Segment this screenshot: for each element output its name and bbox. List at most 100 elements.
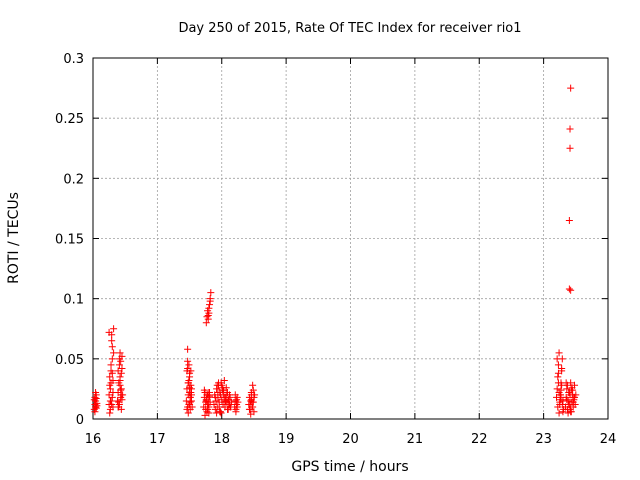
data-point — [563, 396, 571, 404]
data-point — [206, 301, 214, 309]
data-point — [117, 385, 125, 393]
data-point — [233, 396, 241, 404]
data-point — [92, 395, 100, 403]
data-point — [554, 403, 562, 411]
data-point — [116, 376, 124, 384]
data-point — [201, 411, 209, 419]
grid-lines — [93, 58, 608, 419]
data-point — [565, 285, 573, 293]
data-point — [212, 397, 220, 405]
data-point — [225, 401, 233, 409]
data-point — [217, 409, 225, 417]
data-point — [110, 349, 118, 357]
y-axis-label: ROTI / TECUs — [6, 192, 22, 284]
x-tick-label: 24 — [600, 432, 617, 447]
data-point — [107, 397, 115, 405]
data-point — [231, 391, 239, 399]
data-point — [108, 355, 116, 363]
data-point — [554, 373, 562, 381]
data-point — [555, 349, 563, 357]
data-point — [113, 397, 121, 405]
data-point — [206, 392, 214, 400]
data-point — [187, 397, 195, 405]
x-tick-label: 21 — [407, 432, 424, 447]
data-point — [559, 408, 567, 416]
data-point — [569, 391, 577, 399]
data-point — [554, 361, 562, 369]
y-tick-label: 0.2 — [63, 172, 84, 187]
data-point — [207, 289, 215, 297]
y-tick-label: 0.3 — [63, 52, 84, 67]
data-point — [220, 376, 228, 384]
data-point — [118, 352, 126, 360]
x-axis-ticks: 16 17 18 19 20 21 22 23 24 — [85, 58, 617, 447]
data-point — [213, 381, 221, 389]
data-point — [109, 376, 117, 384]
x-axis-label: GPS time / hours — [291, 459, 408, 475]
y-tick-label: 0.05 — [55, 353, 84, 368]
data-point — [206, 297, 214, 305]
data-point — [553, 385, 561, 393]
data-point — [93, 402, 101, 410]
data-point — [565, 401, 573, 409]
data-point — [114, 403, 122, 411]
x-tick-label: 20 — [342, 432, 359, 447]
data-point — [183, 405, 191, 413]
data-point — [232, 408, 240, 416]
data-point — [247, 410, 255, 418]
data-point — [554, 369, 562, 377]
data-point — [216, 408, 224, 416]
data-point — [558, 364, 566, 372]
data-point — [247, 391, 255, 399]
data-point — [108, 337, 116, 345]
data-point — [118, 396, 126, 404]
x-tick-label: 18 — [213, 432, 230, 447]
data-point — [106, 385, 114, 393]
data-point — [205, 309, 213, 317]
data-point — [219, 386, 227, 394]
data-point — [115, 361, 123, 369]
data-point — [204, 315, 212, 323]
data-point — [110, 325, 118, 333]
data-point — [211, 393, 219, 401]
data-point — [107, 361, 115, 369]
x-tick-label: 16 — [85, 432, 102, 447]
data-point — [248, 398, 256, 406]
data-point — [186, 398, 194, 406]
data-point — [187, 391, 195, 399]
data-point — [567, 84, 575, 92]
data-point — [116, 349, 124, 357]
data-point — [106, 373, 114, 381]
data-point — [564, 397, 572, 405]
data-point — [185, 361, 193, 369]
y-axis-ticks: 0 0.05 0.1 0.15 0.2 0.25 0.3 — [55, 52, 608, 428]
data-point — [566, 144, 574, 152]
data-point — [213, 385, 221, 393]
data-point — [567, 386, 575, 394]
data-point — [184, 379, 192, 387]
x-tick-label: 22 — [471, 432, 488, 447]
data-point — [187, 385, 195, 393]
data-point — [91, 408, 99, 416]
x-tick-label: 19 — [278, 432, 295, 447]
data-point — [117, 386, 125, 394]
data-point — [233, 403, 241, 411]
data-point — [92, 403, 100, 411]
data-point — [118, 364, 126, 372]
data-point — [249, 381, 257, 389]
data-point — [555, 409, 563, 417]
data-point — [222, 391, 230, 399]
data-point — [186, 384, 194, 392]
data-point — [117, 369, 125, 377]
data-point — [554, 379, 562, 387]
data-point — [184, 357, 192, 365]
y-tick-label: 0.25 — [55, 112, 84, 127]
data-point — [184, 345, 192, 353]
data-point — [563, 385, 571, 393]
data-point — [249, 386, 257, 394]
data-point — [117, 357, 125, 365]
data-point — [204, 405, 212, 413]
y-tick-label: 0 — [76, 413, 84, 428]
x-tick-label: 23 — [535, 432, 552, 447]
